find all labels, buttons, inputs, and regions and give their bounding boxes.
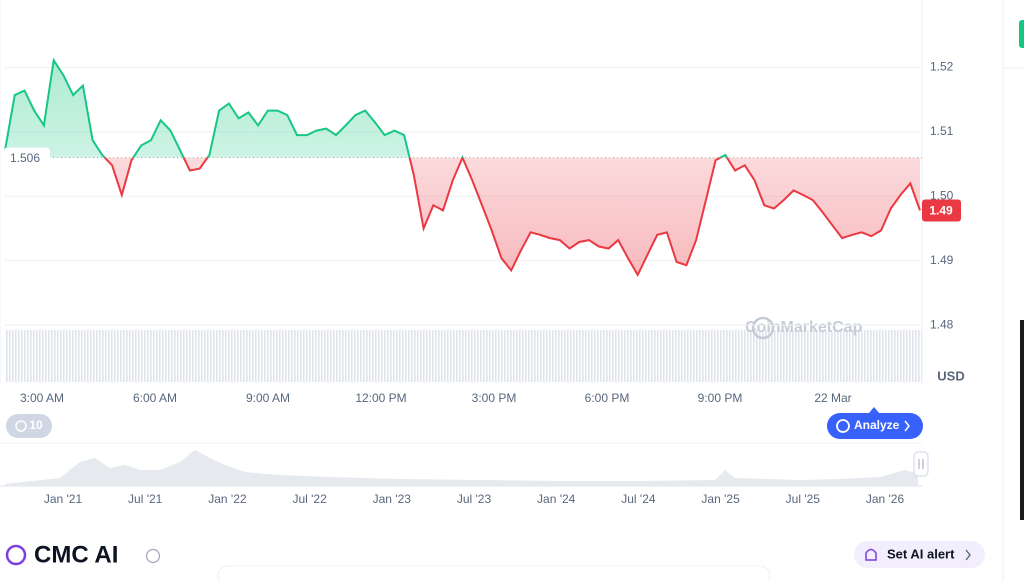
x-tick-label: 9:00 AM [246,391,290,405]
y-tick-label: 1.49 [930,253,954,267]
baseline-tag [4,147,50,168]
y-tick-label: 1.50 [930,188,954,202]
line-up [4,57,729,158]
navigator-handle[interactable] [913,451,929,477]
navigator-label: Jul '23 [457,492,492,506]
navigator-label: Jul '22 [292,492,327,506]
y-unit: USD [937,368,964,383]
alert-button[interactable] [854,541,985,568]
x-tick-label: 6:00 AM [133,391,177,405]
y-tick-label: 1.52 [930,60,954,74]
history-icon [15,420,27,432]
panel-edge [1020,320,1024,520]
line-down [103,157,921,278]
price-tag-text: 1.49 [929,204,953,218]
analyze-icon [836,419,850,433]
navigator-label: Jan '22 [208,492,247,506]
analyze-pointer [869,407,879,413]
navigator-label: Jan '21 [44,492,83,506]
x-tick-label: 3:00 PM [472,391,517,405]
bell-icon [865,548,877,561]
analyze-chevron [904,420,910,432]
alert-chevron [965,549,971,561]
cmc-ai-logo [5,544,27,566]
analyze-button[interactable] [827,413,923,439]
volume-bars [5,330,922,382]
watermark: CoinMarketCap [745,319,863,336]
navigator-label: Jan '24 [537,492,576,506]
area-down [104,157,920,275]
x-tick-label: 22 Mar [814,391,851,405]
info-icon[interactable] [145,548,161,564]
footer-title: CMC AI [34,541,118,568]
price-tag [922,199,961,222]
x-tick-label: 6:00 PM [585,391,630,405]
history-badge[interactable] [6,414,52,438]
y-tick-label: 1.51 [930,124,954,138]
navigator-label: Jul '21 [128,492,163,506]
alert-button-text: Set AI alert [887,546,955,561]
x-tick-label: 9:00 PM [698,391,743,405]
navigator-label: Jan '23 [373,492,412,506]
navigator-area [5,450,918,486]
baseline-label: 1.506 [10,151,40,165]
y-tick-label: 1.48 [930,317,954,331]
navigator-label: Jan '26 [866,492,905,506]
navigator-label: Jul '24 [621,492,656,506]
x-tick-label: 12:00 PM [355,391,406,405]
watermark-logo [751,316,775,340]
ai-input[interactable] [217,565,771,581]
area-up [5,60,920,158]
analyze-text: Analyze [854,418,900,432]
x-tick-label: 3:00 AM [20,391,64,405]
navigator-label: Jan '25 [701,492,740,506]
panel-edge [1019,20,1024,48]
navigator-label: Jul '25 [786,492,821,506]
history-badge-text: 10 [29,418,43,432]
